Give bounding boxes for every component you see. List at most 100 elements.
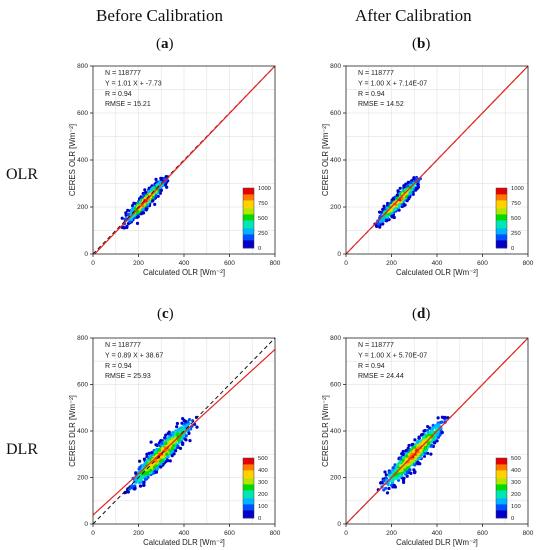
colorbar-segment	[243, 230, 254, 233]
density-point	[400, 452, 404, 456]
density-point	[430, 443, 434, 448]
colorbar-segment	[243, 206, 254, 209]
density-point	[153, 202, 157, 206]
density-point	[435, 433, 439, 437]
density-point	[392, 476, 396, 480]
density-point	[144, 208, 148, 212]
colorbar-segment	[243, 212, 254, 215]
density-point	[144, 191, 148, 195]
density-point	[375, 224, 379, 228]
density-point	[151, 199, 155, 203]
density-point	[126, 212, 130, 216]
x-tick-label: 200	[386, 530, 397, 537]
colorbar-tick-label: 500	[511, 456, 521, 462]
density-point	[147, 186, 151, 190]
density-point	[417, 436, 421, 440]
density-point	[120, 216, 124, 220]
density-point	[405, 199, 409, 203]
row-label-olr: OLR	[6, 166, 38, 183]
colorbar-tick-label: 0	[258, 246, 261, 252]
y-tick-label: 600	[330, 382, 341, 389]
colorbar-segment	[243, 246, 254, 249]
density-point	[395, 463, 400, 467]
x-axis-label: Calculated OLR [Wm⁻²]	[143, 268, 225, 277]
density-point	[158, 191, 162, 195]
y-axis-label: CERES OLR [Wm⁻²]	[68, 124, 77, 196]
density-point	[413, 457, 417, 461]
density-point	[407, 443, 411, 448]
density-point	[154, 177, 158, 181]
colorbar-segment	[243, 194, 254, 197]
density-point	[123, 226, 127, 230]
density-point	[404, 448, 408, 453]
density-point	[428, 431, 432, 435]
density-point	[422, 429, 426, 433]
density-point	[124, 211, 128, 215]
x-axis-label: Calculated DLR [Wm⁻²]	[396, 538, 478, 547]
colorbar-segment	[243, 238, 254, 241]
colorbar-segment	[243, 202, 254, 205]
density-point	[410, 460, 414, 464]
density-point	[146, 202, 150, 206]
density-point	[416, 460, 420, 464]
colorbar-segment	[243, 218, 254, 221]
colorbar-tick-label: 200	[511, 492, 521, 498]
x-tick-label: 800	[270, 260, 281, 267]
x-tick-label: 400	[179, 260, 190, 267]
density-point	[132, 213, 136, 217]
density-point	[416, 443, 420, 447]
density-point	[417, 457, 421, 461]
colorbar-tick-label: 0	[511, 516, 514, 522]
density-point	[392, 483, 396, 487]
stats-text: R = 0.94	[358, 363, 385, 370]
y-tick-label: 0	[84, 251, 88, 258]
colorbar-segment	[243, 200, 254, 203]
y-tick-label: 400	[330, 428, 341, 435]
colorbar-segment	[243, 196, 254, 199]
x-tick-label: 400	[432, 530, 443, 537]
y-tick-label: 800	[77, 63, 88, 70]
density-point	[435, 439, 439, 443]
density-point	[403, 468, 407, 472]
stats-text: RMSE = 15.21	[105, 101, 151, 108]
y-tick-label: 600	[77, 110, 88, 117]
density-point	[398, 473, 402, 477]
fit-line	[94, 65, 276, 255]
density-point	[413, 438, 417, 442]
density-point	[426, 441, 430, 445]
density-point	[159, 188, 163, 192]
colorbar-tick-label: 100	[511, 504, 521, 510]
density-point	[440, 415, 444, 419]
density-point	[379, 481, 383, 485]
colorbar-tick-label: 750	[258, 201, 268, 207]
density-point	[395, 476, 399, 480]
x-tick-label: 0	[344, 530, 348, 537]
density-point	[421, 452, 425, 456]
colorbar-segment	[243, 216, 254, 219]
density-point	[409, 471, 413, 475]
density-point	[126, 208, 130, 212]
density-point	[422, 435, 426, 439]
colorbar-segment	[243, 244, 254, 247]
stats-text: R = 0.94	[105, 91, 132, 98]
density-point	[398, 460, 402, 464]
row-label-dlr: DLR	[6, 441, 38, 458]
density-point	[385, 491, 390, 495]
density-point	[391, 466, 396, 470]
density-point	[381, 222, 385, 226]
y-axis-label: CERES DLR [Wm⁻²]	[321, 395, 330, 467]
density-point	[402, 476, 406, 480]
colorbar-segment	[243, 198, 254, 201]
colorbar-segment	[243, 222, 254, 225]
density-point	[410, 443, 414, 447]
colorbar-segment	[243, 220, 254, 223]
colorbar-segment	[496, 458, 507, 461]
colorbar: 0 250 500 750 1000	[242, 186, 271, 252]
colorbar-segment	[243, 210, 254, 213]
density-point	[378, 225, 382, 229]
y-tick-label: 0	[337, 521, 341, 528]
colorbar-segment	[243, 226, 254, 229]
density-point	[413, 470, 417, 474]
density-point	[141, 211, 145, 215]
colorbar-tick-label: 250	[258, 231, 268, 237]
